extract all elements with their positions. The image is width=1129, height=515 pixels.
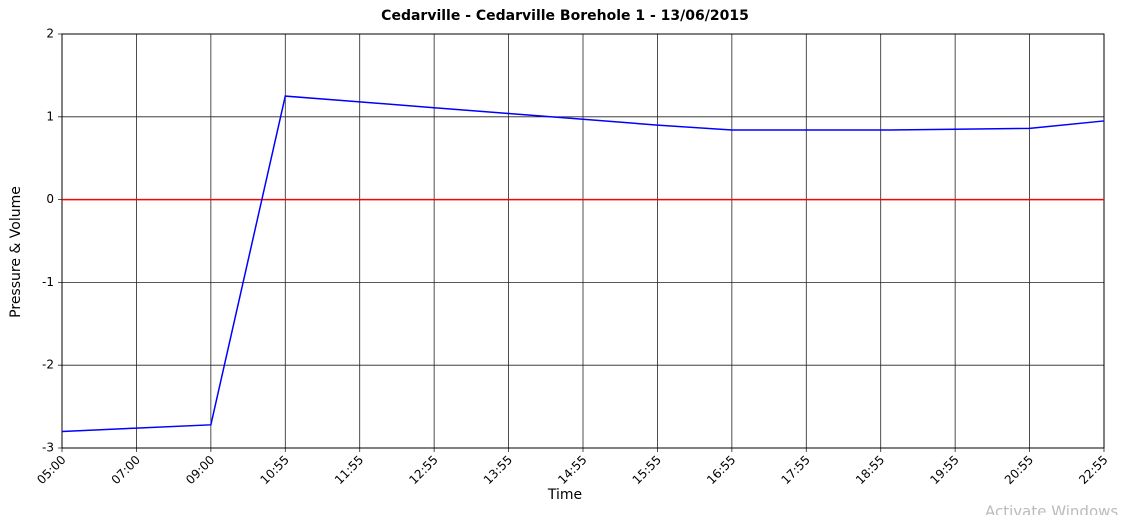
- x-tick-label: 17:55: [779, 453, 813, 487]
- x-tick-label: 12:55: [406, 453, 440, 487]
- x-tick-label: 16:55: [704, 453, 738, 487]
- y-tick-label: 1: [46, 109, 54, 123]
- x-tick-label: 22:55: [1076, 453, 1110, 487]
- y-tick-label: 2: [46, 27, 54, 41]
- x-tick-label: 05:00: [34, 453, 68, 487]
- y-tick-label: 0: [46, 192, 54, 206]
- y-tick-label: -2: [42, 358, 54, 372]
- y-tick-label: -3: [42, 441, 54, 455]
- x-tick-label: 11:55: [332, 453, 366, 487]
- y-axis-label: Pressure & Volume: [8, 186, 24, 318]
- x-tick-label: 20:55: [1002, 453, 1036, 487]
- x-tick-label: 18:55: [853, 453, 887, 487]
- x-axis-label: Time: [547, 487, 582, 503]
- x-tick-label: 10:55: [258, 453, 292, 487]
- x-tick-label: 09:00: [183, 453, 217, 487]
- x-tick-label: 15:55: [630, 453, 664, 487]
- data-line: [61, 95, 1105, 433]
- y-tick-label: -1: [42, 275, 54, 289]
- x-tick-label: 13:55: [481, 453, 515, 487]
- x-tick-label: 19:55: [927, 453, 961, 487]
- watermark: Activate Windows: [985, 503, 1118, 515]
- plot-border: [61, 33, 1105, 449]
- chart-title: Cedarville - Cedarville Borehole 1 - 13/…: [381, 8, 749, 24]
- x-tick-label: 07:00: [109, 453, 143, 487]
- x-tick-label: 14:55: [555, 453, 589, 487]
